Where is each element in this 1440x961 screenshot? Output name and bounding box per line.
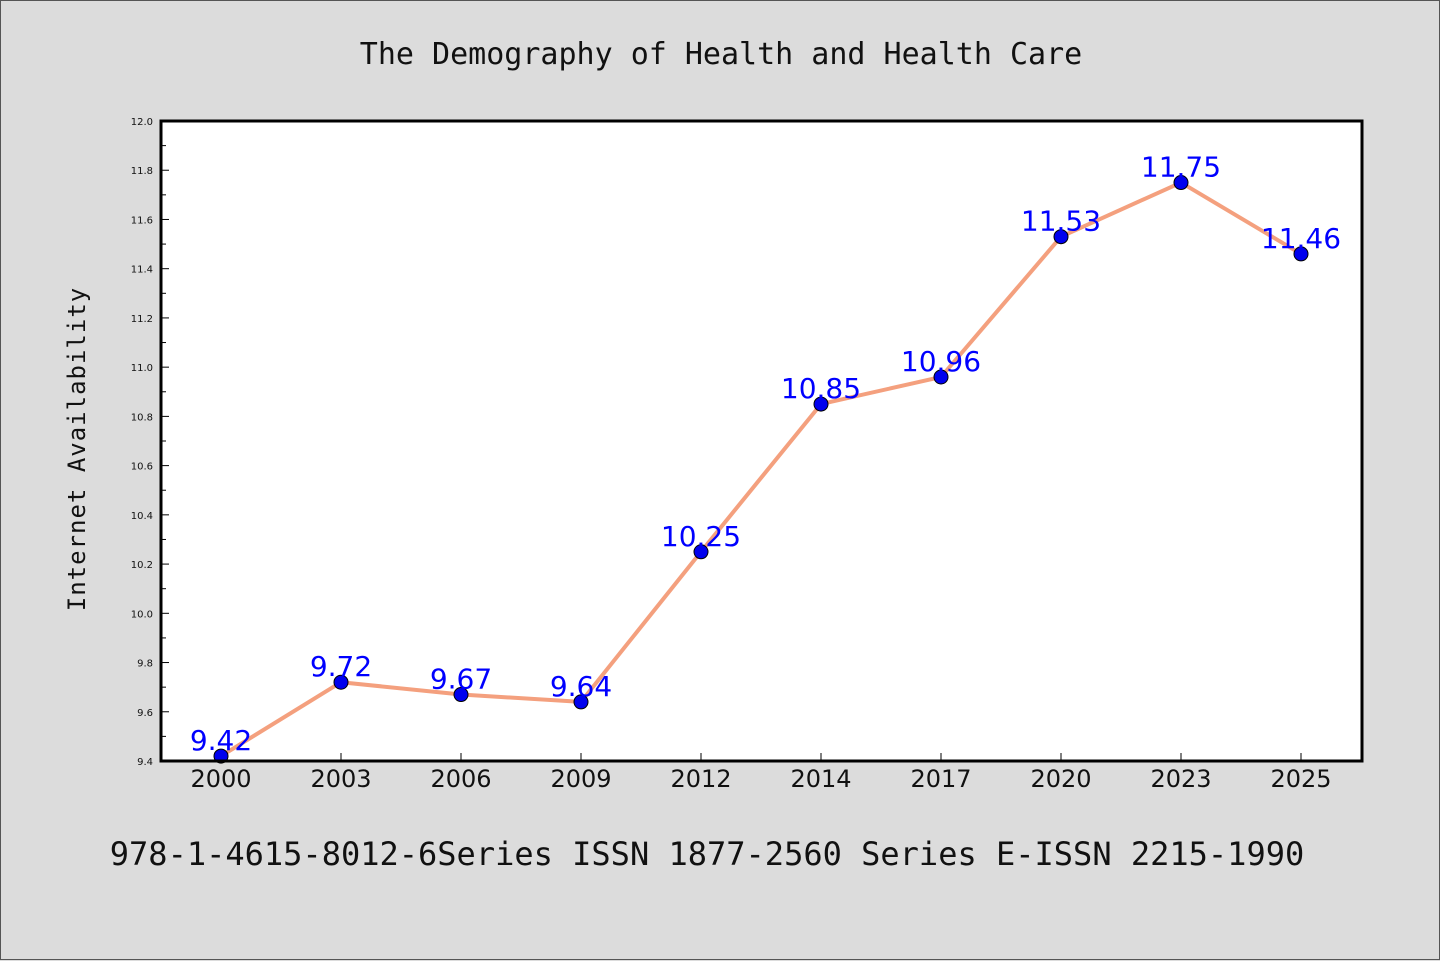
- series-line: [219, 180, 1303, 759]
- plot-frame: [159, 119, 1364, 763]
- data-label: 9.72: [310, 650, 372, 683]
- data-label: 9.67: [430, 663, 492, 696]
- data-label: 9.42: [190, 724, 252, 757]
- data-point-marker: [573, 694, 589, 710]
- y-tick-label: 11.4: [131, 265, 153, 276]
- y-tick-label: 9.6: [137, 708, 153, 719]
- data-label: 10.85: [781, 372, 861, 405]
- data-label: 11.53: [1021, 205, 1101, 238]
- y-tick-label: 11.6: [131, 215, 153, 226]
- data-point-marker: [1173, 175, 1189, 191]
- x-tick-label: 2014: [790, 765, 851, 793]
- data-point-marker: [693, 544, 709, 560]
- y-tick-label: 10.4: [131, 511, 153, 522]
- y-tick-label: 9.4: [137, 757, 153, 768]
- y-tick-label: 11.8: [131, 166, 153, 177]
- x-tick-label: 2023: [1150, 765, 1211, 793]
- series-layer: 9.42 9.72 9.67 9.64 10.25 10.85 10.96 11.53 11.7…: [190, 151, 1341, 764]
- x-tick-label: 2025: [1270, 765, 1331, 793]
- data-point-marker: [933, 369, 949, 385]
- data-label: 10.96: [901, 345, 981, 378]
- y-tick-label: 11.0: [131, 363, 153, 374]
- data-label: 11.75: [1141, 151, 1221, 184]
- x-tick-label: 2000: [190, 765, 251, 793]
- y-tick-label: 12.0: [131, 117, 153, 128]
- x-tick-label: 2017: [910, 765, 971, 793]
- data-point-marker: [333, 674, 349, 690]
- y-tick-label: 10.0: [131, 609, 153, 620]
- y-tick-label: 11.2: [131, 314, 153, 325]
- x-tick-label: 2020: [1030, 765, 1091, 793]
- data-point-marker: [453, 687, 469, 703]
- data-point-marker: [1293, 246, 1309, 262]
- footer-isbn-text: 978-1-4615-8012-6Series ISSN 1877-2560 S…: [110, 835, 1304, 873]
- y-tick-label: 9.8: [137, 659, 153, 670]
- x-axis: 2000 2003 2006 2009 2012 2014 2017 2020 2023 2025: [190, 753, 1332, 793]
- data-point-marker: [1053, 229, 1069, 245]
- x-tick-label: 2003: [310, 765, 371, 793]
- plot-area: [161, 121, 1362, 761]
- data-label: 11.46: [1261, 222, 1341, 255]
- x-tick-label: 2009: [550, 765, 611, 793]
- data-label: 9.64: [550, 670, 612, 703]
- x-tick-label: 2006: [430, 765, 491, 793]
- y-axis-label: Internet Availability: [63, 287, 91, 611]
- y-tick-label: 10.2: [131, 560, 153, 571]
- data-point-marker: [813, 396, 829, 412]
- y-tick-label: 10.6: [131, 462, 153, 473]
- chart-title: The Demography of Health and Health Care: [360, 37, 1082, 72]
- x-tick-label: 2012: [670, 765, 731, 793]
- data-label: 10.25: [661, 520, 741, 553]
- y-tick-label: 10.8: [131, 412, 153, 423]
